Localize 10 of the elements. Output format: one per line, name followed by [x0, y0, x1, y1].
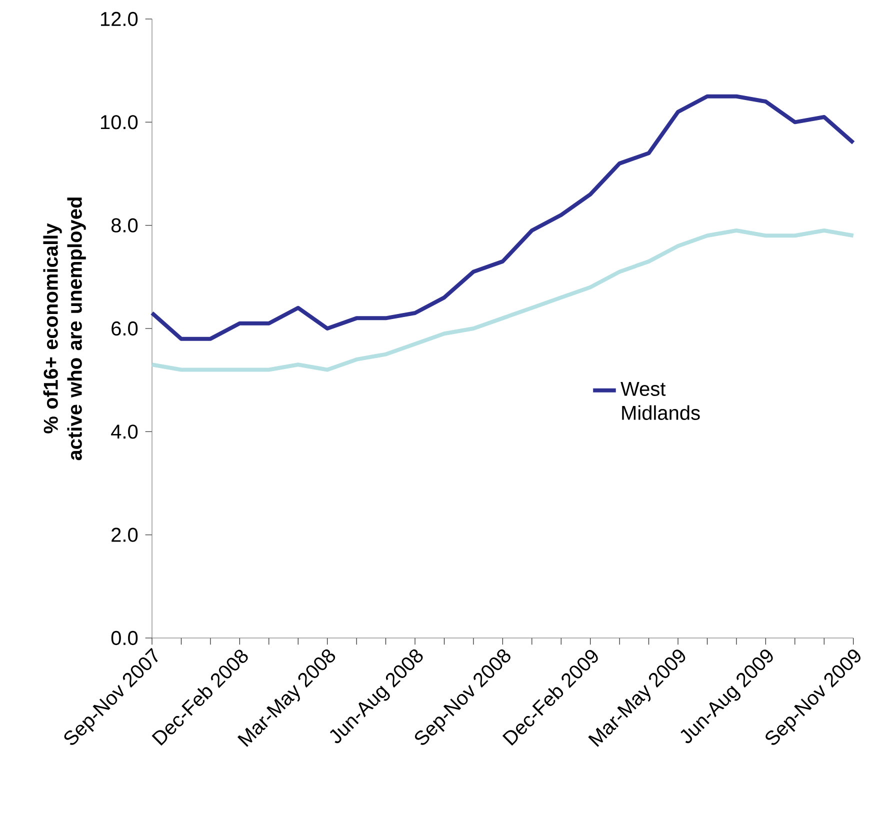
y-tick-label: 0.0 — [111, 630, 138, 646]
legend-label: West Midlands — [620, 382, 700, 420]
y-axis-title: % of16+ economically active who are unemployed — [43, 198, 86, 460]
y-tick-label: 12.0 — [101, 12, 138, 26]
y-tick-label: 2.0 — [112, 528, 138, 542]
y-tick-label: 8.0 — [111, 218, 138, 232]
y-tick-label: 4.0 — [111, 424, 138, 439]
line-series — [150, 94, 856, 341]
y-tick-label: 6.0 — [112, 321, 138, 336]
y-tick-label: 10.0 — [101, 115, 138, 130]
